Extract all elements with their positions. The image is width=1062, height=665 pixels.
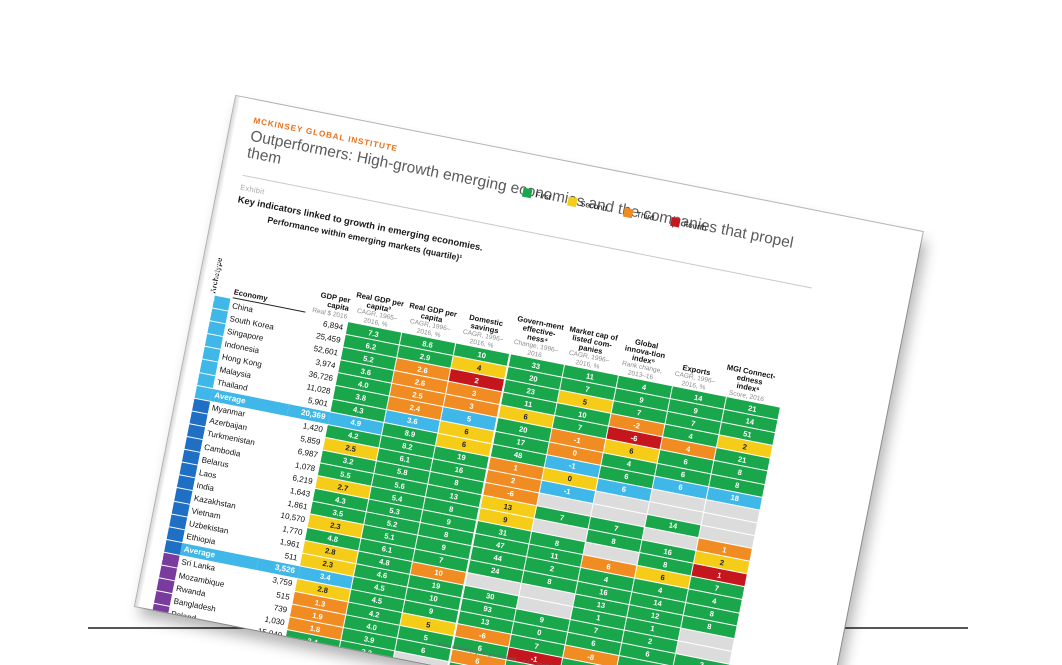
- gdp-value-cell: 1,708: [236, 661, 280, 665]
- archetype-label: Consistent growers: [135, 623, 151, 665]
- economy-name-cell: Ghana: [162, 647, 189, 662]
- gdp-value-cell: 6,909: [258, 640, 281, 653]
- legend-swatch-icon: [669, 216, 681, 228]
- exhibit-page: MCKINSEY GLOBAL INSTITUTE Outperformers:…: [134, 96, 923, 665]
- legend-swatch-icon: [622, 207, 634, 219]
- archetype-band: [151, 603, 170, 619]
- gdp-value-cell: 6,089: [256, 652, 278, 665]
- economy-name-cell: Peru: [165, 634, 184, 648]
- economy-name-cell: Philippines: [157, 658, 236, 665]
- quartile-cell: 3.2: [336, 653, 392, 665]
- legend-swatch-icon: [521, 187, 533, 199]
- archetype-band: [143, 642, 162, 658]
- quartile-cell: 0.3: [282, 643, 338, 665]
- legend-swatch-icon: [566, 196, 578, 208]
- archetype-band: [148, 616, 167, 632]
- archetype-band: [146, 629, 165, 645]
- quartile-cell: 0.9: [279, 656, 336, 665]
- archetype-band: [141, 655, 160, 665]
